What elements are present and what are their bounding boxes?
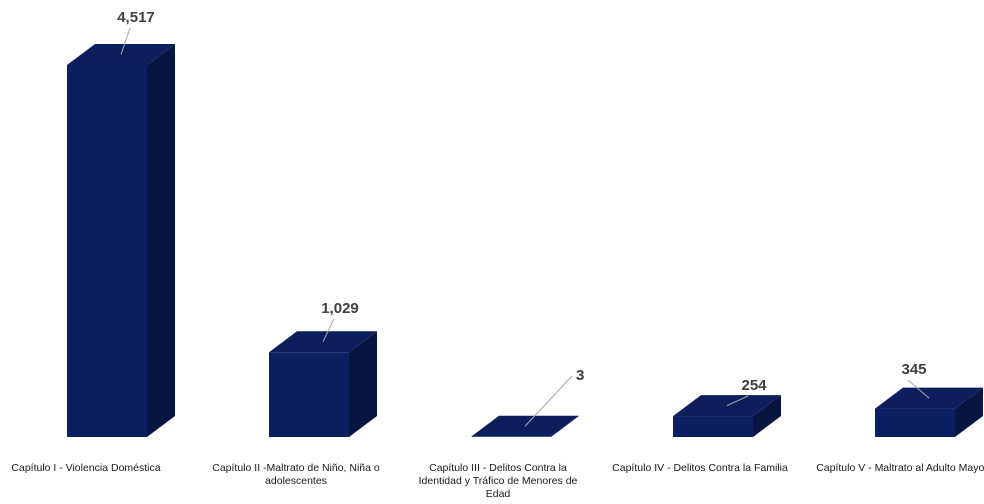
leader-line xyxy=(322,318,335,342)
bar-side xyxy=(753,395,781,437)
bar xyxy=(673,416,753,437)
data-label: 254 xyxy=(741,377,767,394)
leader-line xyxy=(726,395,749,407)
data-label: 345 xyxy=(901,361,926,378)
leader-line xyxy=(907,379,930,399)
category-label: Capítulo IV - Delitos Contra la Familia xyxy=(612,462,788,474)
leader-line xyxy=(120,27,131,55)
bar-side xyxy=(147,44,175,437)
bar xyxy=(269,352,349,437)
data-label: 4,517 xyxy=(117,9,155,26)
data-label: 3 xyxy=(576,367,584,384)
leader-line xyxy=(524,375,573,427)
bar-side xyxy=(349,331,377,437)
category-label: Capítulo III - Delitos Contra la Identid… xyxy=(418,462,578,500)
category-label: Capítulo II -Maltrato de Niño, Niña o ad… xyxy=(212,462,380,487)
bar-side xyxy=(551,415,579,437)
bar xyxy=(875,408,955,437)
category-label: Capítulo V - Maltrato al Adulto Mayor xyxy=(816,462,984,474)
bar-side xyxy=(955,387,983,437)
data-label: 1,029 xyxy=(321,300,359,317)
category-label: Capítulo I - Violencia Doméstica xyxy=(11,462,161,474)
bar xyxy=(67,65,147,437)
